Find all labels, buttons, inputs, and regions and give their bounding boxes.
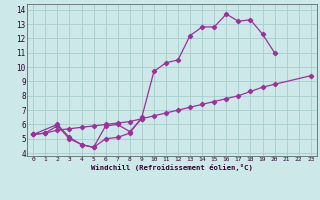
X-axis label: Windchill (Refroidissement éolien,°C): Windchill (Refroidissement éolien,°C) xyxy=(91,164,253,171)
